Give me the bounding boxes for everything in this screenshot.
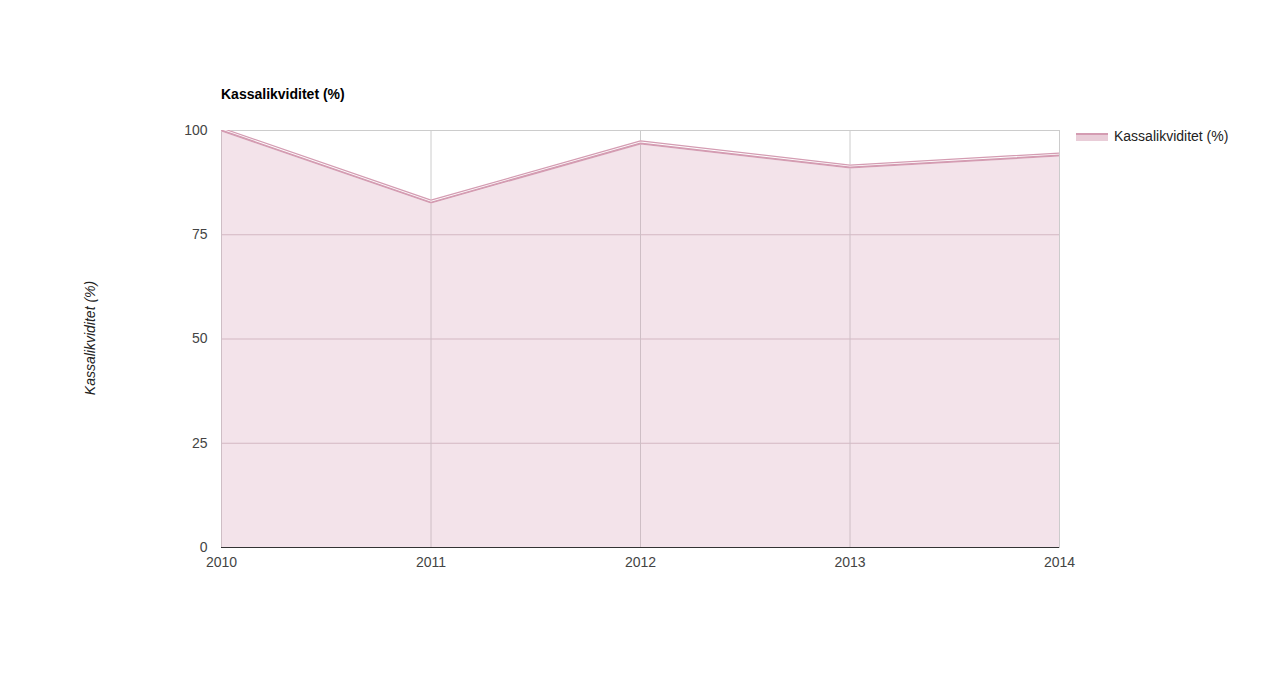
svg-text:2011: 2011 xyxy=(416,554,446,570)
svg-text:2013: 2013 xyxy=(834,554,865,570)
html-text:Kassalikviditet (%): Kassalikviditet (%) xyxy=(221,86,345,102)
svg-text:25: 25 xyxy=(192,435,208,451)
svg-text:2012: 2012 xyxy=(625,554,656,570)
svg-text:50: 50 xyxy=(192,330,208,346)
html-text:Kassalikviditet (%): Kassalikviditet (%) xyxy=(82,280,98,396)
svg-text:100: 100 xyxy=(184,122,208,138)
svg-text:2014: 2014 xyxy=(1044,554,1075,570)
html-text:Kassalikviditet (%): Kassalikviditet (%) xyxy=(1114,128,1229,144)
svg-text:0: 0 xyxy=(200,539,208,555)
svg-text:75: 75 xyxy=(192,226,208,242)
svg-text:2010: 2010 xyxy=(206,554,237,570)
